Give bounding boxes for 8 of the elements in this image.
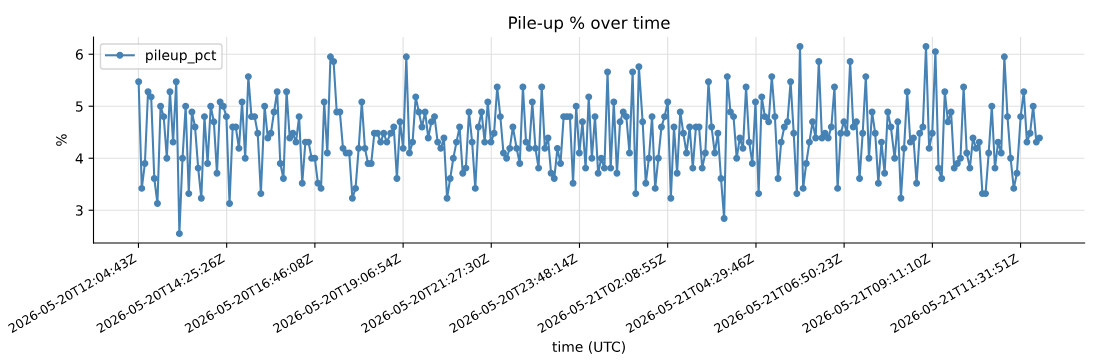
y-tick-label: 3 (76, 205, 83, 216)
y-axis-title: % (56, 134, 67, 146)
y-tick-label: 6 (75, 49, 83, 60)
y-tick-label: 5 (76, 101, 83, 112)
legend-label: pileup_pct (146, 49, 217, 64)
chart-title: Pile-up % over time (509, 16, 670, 33)
y-tick-label: 4 (75, 153, 83, 164)
x-axis-title: time (UTC) (552, 341, 625, 354)
